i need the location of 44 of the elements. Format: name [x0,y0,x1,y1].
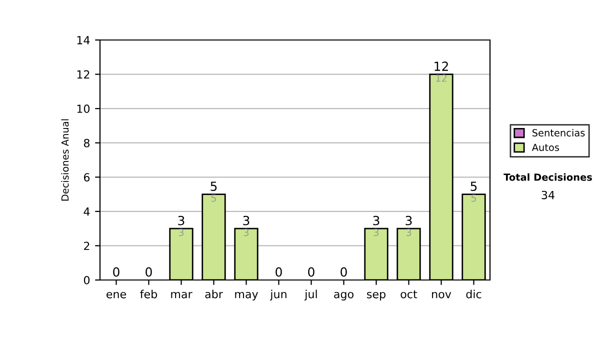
x-tick-label: jun [270,290,286,300]
total-label: 0 [308,267,314,277]
total-label: 0 [113,267,120,277]
x-tick-label: ene [106,292,126,298]
data-label: 3 [374,228,379,236]
y-tick-label: 2 [84,242,90,250]
data-label: 12 [436,74,446,82]
y-axis-title: Decisiones Anual [61,119,69,201]
data-label: 5 [471,194,476,202]
y-tick-label: 14 [77,36,90,44]
x-tick-label: sep [367,292,386,300]
data-label: 5 [211,194,216,202]
total-label: 5 [470,182,477,192]
y-tick-label: 4 [84,208,90,216]
data-label: 3 [406,228,412,236]
total-label: 3 [178,216,184,226]
x-tick-label: abr [205,290,223,298]
text: 34 [542,190,554,200]
x-tick-label: jul [304,290,317,300]
total-label: 3 [373,216,380,226]
y-tick-label: 8 [84,138,90,148]
data-label: 3 [178,228,184,236]
total-label: 3 [243,216,250,226]
x-tick-label: may [235,292,258,300]
x-tick-label: nov [432,292,452,298]
legend-label: Autos [532,144,560,152]
total-label: 5 [210,182,217,192]
total-label: 3 [406,216,412,226]
text: Total Decisiones [504,173,592,181]
x-tick-label: oct [400,290,418,298]
x-tick-label: dic [466,290,482,298]
data-label: 3 [244,228,249,236]
y-tick-label: 6 [84,173,90,182]
x-tick-label: mar [171,292,192,298]
total-label: 0 [340,267,347,277]
y-tick-label: 10 [77,104,90,113]
x-tick-label: feb [140,290,158,298]
legend-label: Sentencias [532,128,585,136]
y-tick-label: 0 [84,276,90,284]
total-label: 12 [434,62,448,71]
total-label: 0 [146,267,152,277]
x-tick-label: ago [334,292,354,300]
y-tick-label: 12 [77,70,90,79]
total-label: 0 [276,267,282,277]
